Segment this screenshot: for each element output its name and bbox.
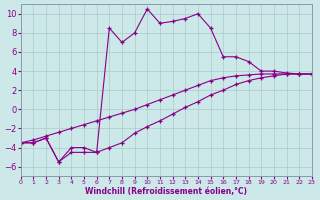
X-axis label: Windchill (Refroidissement éolien,°C): Windchill (Refroidissement éolien,°C)	[85, 187, 247, 196]
